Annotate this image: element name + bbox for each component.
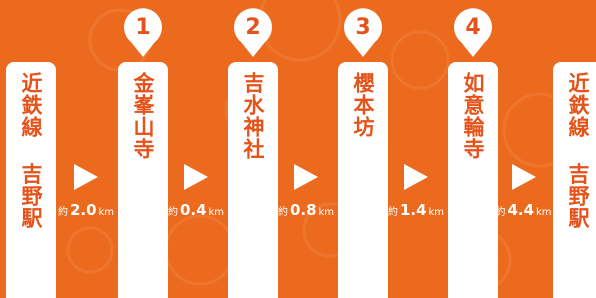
- arrow: [404, 164, 428, 190]
- distance-value: 0.8: [290, 201, 317, 219]
- arrow: [294, 164, 318, 190]
- stop-name: 櫻本坊: [338, 72, 388, 138]
- stop-name: 如意輪寺: [448, 72, 498, 160]
- stop-pin: 2: [231, 4, 275, 58]
- distance-value: 2.0: [70, 201, 97, 219]
- distance-prefix: 約: [495, 207, 505, 218]
- stop-number: 2: [245, 15, 260, 40]
- stop-pin: 1: [121, 4, 165, 58]
- distance-value: 4.4: [507, 201, 534, 219]
- distance-unit: km: [209, 207, 225, 218]
- stop-column: 櫻本坊: [338, 62, 388, 298]
- distance-unit: km: [99, 207, 115, 218]
- arrow: [184, 164, 208, 190]
- arrow: [512, 164, 536, 190]
- arrow: [74, 164, 98, 190]
- distance-value: 0.4: [180, 201, 207, 219]
- stop-number: 1: [135, 15, 150, 40]
- stop-column: 如意輪寺: [448, 62, 498, 298]
- stop-name: 吉水神社: [228, 72, 278, 160]
- stop-number: 3: [355, 15, 370, 40]
- stop-pin: 3: [341, 4, 385, 58]
- stop-column: 吉水神社: [228, 62, 278, 298]
- distance-unit: km: [536, 207, 552, 218]
- distance-unit: km: [319, 207, 335, 218]
- distance-value: 1.4: [400, 201, 427, 219]
- route-diagram: 近鉄線 吉野駅金峯山寺1吉水神社2櫻本坊3如意輪寺4近鉄線 吉野駅約2.0km約…: [0, 0, 596, 298]
- distance-prefix: 約: [58, 207, 68, 218]
- stop-name: 金峯山寺: [118, 72, 168, 160]
- stop-number: 4: [465, 15, 480, 40]
- distance-prefix: 約: [168, 207, 178, 218]
- distance-prefix: 約: [388, 207, 398, 218]
- distance-prefix: 約: [278, 207, 288, 218]
- stop-column: 近鉄線 吉野駅: [553, 62, 596, 298]
- distance-unit: km: [429, 207, 445, 218]
- stop-column: 近鉄線 吉野駅: [6, 62, 56, 298]
- background-pattern: [0, 0, 596, 298]
- stop-column: 金峯山寺: [118, 62, 168, 298]
- stop-pin: 4: [451, 4, 495, 58]
